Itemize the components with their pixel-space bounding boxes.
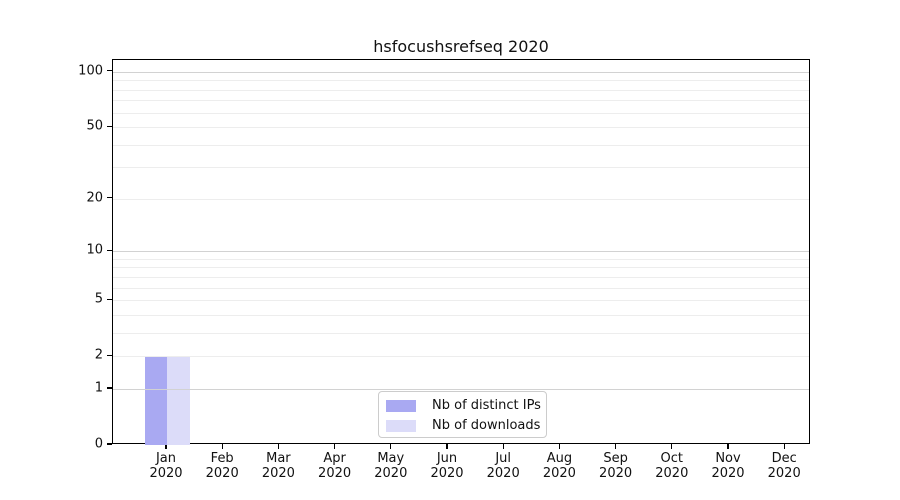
chart-title: hsfocushsrefseq 2020 [373, 37, 549, 56]
x-tick-label: May 2020 [374, 451, 408, 481]
x-tickmark [502, 444, 504, 449]
legend: Nb of distinct IPs Nb of downloads [378, 391, 547, 438]
legend-item: Nb of downloads [386, 418, 541, 433]
legend-item: Nb of distinct IPs [386, 398, 541, 413]
major-gridline [113, 388, 809, 390]
x-tick-label: Sep 2020 [599, 451, 633, 481]
plot-area [112, 59, 810, 445]
y-tickmark [107, 443, 112, 445]
y-tick-label: 0 [94, 436, 103, 452]
x-tick-label: Jan 2020 [149, 451, 183, 481]
major-gridline [113, 71, 809, 73]
y-tickmark [107, 298, 112, 300]
x-tick-label: Apr 2020 [318, 451, 352, 481]
x-tick-label: Aug 2020 [542, 451, 576, 481]
x-tickmark [165, 444, 167, 449]
x-tickmark [783, 444, 785, 449]
legend-swatch [386, 419, 416, 432]
minor-gridline [113, 112, 809, 114]
x-tickmark [615, 444, 617, 449]
x-tick-label: Mar 2020 [261, 451, 295, 481]
minor-gridline [113, 258, 809, 260]
y-tick-label: 2 [94, 347, 103, 363]
minor-gridline [113, 80, 809, 82]
x-tick-label: Jun 2020 [430, 451, 464, 481]
x-tick-label: Jul 2020 [486, 451, 520, 481]
x-tickmark [446, 444, 448, 449]
minor-gridline [113, 144, 809, 146]
y-tick-label: 1 [94, 380, 103, 396]
minor-gridline [113, 332, 809, 334]
minor-gridline [113, 167, 809, 169]
legend-item-label: Nb of distinct IPs [432, 398, 541, 413]
x-tickmark [727, 444, 729, 449]
minor-gridline [113, 100, 809, 102]
y-tickmark [107, 387, 112, 389]
y-tick-label: 20 [86, 190, 103, 206]
major-gridline [113, 251, 809, 253]
x-tickmark [671, 444, 673, 449]
bar-nb-of-distinct-ips [144, 356, 167, 445]
minor-gridline [113, 267, 809, 269]
y-tick-label: 10 [86, 242, 103, 258]
x-tickmark [558, 444, 560, 449]
x-tickmark [221, 444, 223, 449]
y-tickmark [107, 125, 112, 127]
legend-item-label: Nb of downloads [432, 418, 541, 433]
y-tickmark [107, 354, 112, 356]
minor-gridline [113, 314, 809, 316]
x-tickmark [334, 444, 336, 449]
x-tickmark [277, 444, 279, 449]
y-tick-label: 100 [78, 63, 103, 79]
y-tick-label: 50 [86, 118, 103, 134]
y-tickmark [107, 70, 112, 72]
y-tick-label: 5 [94, 291, 103, 307]
minor-gridline [113, 127, 809, 129]
minor-gridline [113, 287, 809, 289]
minor-gridline [113, 276, 809, 278]
legend-swatch [386, 399, 416, 412]
y-tickmark [107, 197, 112, 199]
x-tickmark [390, 444, 392, 449]
y-tickmark [107, 249, 112, 251]
bar-nb-of-downloads [167, 356, 190, 445]
minor-gridline [113, 198, 809, 200]
minor-gridline [113, 356, 809, 358]
x-tick-label: Nov 2020 [711, 451, 745, 481]
x-tick-label: Feb 2020 [205, 451, 239, 481]
x-tick-label: Oct 2020 [655, 451, 689, 481]
x-tick-label: Dec 2020 [767, 451, 801, 481]
minor-gridline [113, 300, 809, 302]
minor-gridline [113, 89, 809, 91]
